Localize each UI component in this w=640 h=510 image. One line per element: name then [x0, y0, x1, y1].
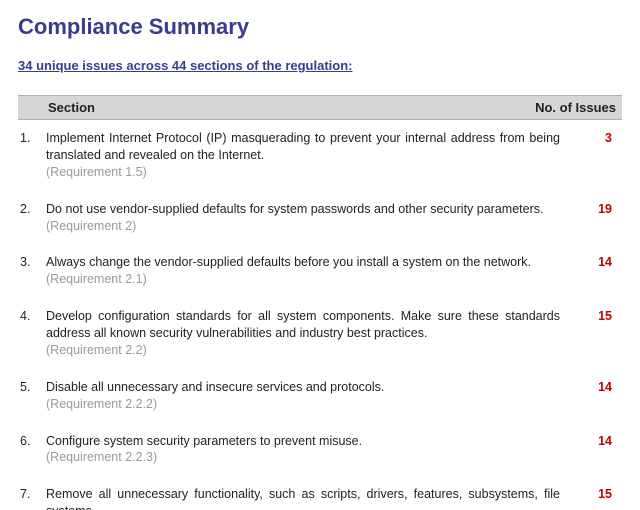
row-section: Do not use vendor-supplied defaults for …: [46, 201, 576, 235]
table-row: 1.Implement Internet Protocol (IP) masqu…: [18, 120, 622, 191]
row-number: 6.: [18, 433, 46, 467]
row-section: Remove all unnecessary functionality, su…: [46, 486, 576, 510]
row-text: Implement Internet Protocol (IP) masquer…: [46, 131, 560, 162]
row-number: 1.: [18, 130, 46, 181]
table-row: 5.Disable all unnecessary and insecure s…: [18, 369, 622, 423]
row-text: Develop configuration standards for all …: [46, 309, 560, 340]
row-issue-count: 19: [576, 201, 616, 235]
table-row: 4.Develop configuration standards for al…: [18, 298, 622, 369]
row-text: Remove all unnecessary functionality, su…: [46, 487, 560, 510]
table-row: 2.Do not use vendor-supplied defaults fo…: [18, 191, 622, 245]
row-requirement: (Requirement 2): [46, 219, 136, 233]
row-issue-count: 14: [576, 433, 616, 467]
summary-subtitle: 34 unique issues across 44 sections of t…: [18, 58, 622, 73]
row-issue-count: 15: [576, 308, 616, 359]
row-issue-count: 14: [576, 254, 616, 288]
row-section: Implement Internet Protocol (IP) masquer…: [46, 130, 576, 181]
table-header: Section No. of Issues: [18, 95, 622, 120]
row-section: Disable all unnecessary and insecure ser…: [46, 379, 576, 413]
row-requirement: (Requirement 2.2.2): [46, 397, 157, 411]
row-text: Always change the vendor-supplied defaul…: [46, 255, 531, 269]
row-requirement: (Requirement 2.2): [46, 343, 147, 357]
row-requirement: (Requirement 2.2.3): [46, 450, 157, 464]
col-header-section: Section: [48, 100, 526, 115]
row-number: 7.: [18, 486, 46, 510]
table-row: 7.Remove all unnecessary functionality, …: [18, 476, 622, 510]
compliance-summary-page: Compliance Summary 34 unique issues acro…: [0, 0, 640, 510]
row-number: 5.: [18, 379, 46, 413]
row-requirement: (Requirement 1.5): [46, 165, 147, 179]
row-issue-count: 14: [576, 379, 616, 413]
row-number: 2.: [18, 201, 46, 235]
row-text: Configure system security parameters to …: [46, 434, 362, 448]
row-number: 4.: [18, 308, 46, 359]
page-title: Compliance Summary: [18, 14, 622, 40]
row-issue-count: 15: [576, 486, 616, 510]
table-row: 6.Configure system security parameters t…: [18, 423, 622, 477]
table-body: 1.Implement Internet Protocol (IP) masqu…: [18, 120, 622, 510]
col-header-issues: No. of Issues: [526, 100, 616, 115]
row-section: Always change the vendor-supplied defaul…: [46, 254, 576, 288]
row-issue-count: 3: [576, 130, 616, 181]
row-section: Configure system security parameters to …: [46, 433, 576, 467]
row-text: Do not use vendor-supplied defaults for …: [46, 202, 543, 216]
row-section: Develop configuration standards for all …: [46, 308, 576, 359]
row-number: 3.: [18, 254, 46, 288]
table-row: 3.Always change the vendor-supplied defa…: [18, 244, 622, 298]
row-requirement: (Requirement 2.1): [46, 272, 147, 286]
row-text: Disable all unnecessary and insecure ser…: [46, 380, 384, 394]
